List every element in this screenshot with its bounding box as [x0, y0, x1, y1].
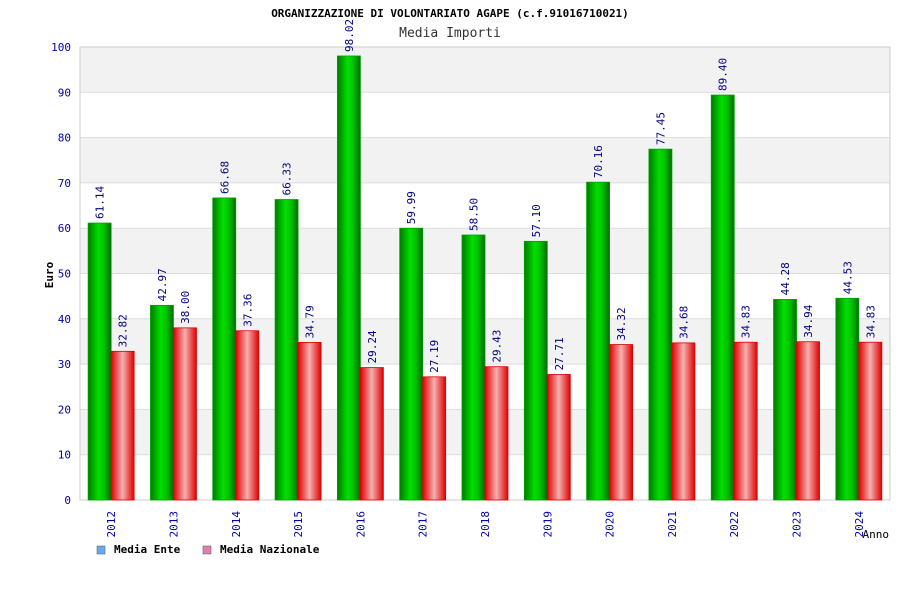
data-label: 61.14 — [94, 186, 107, 219]
data-label: 37.36 — [241, 294, 254, 327]
bar-media-ente — [336, 55, 361, 501]
bar-media-nazionale — [359, 367, 384, 501]
bar-media-ente — [710, 94, 735, 501]
legend-label-media-nazionale: Media Nazionale — [220, 543, 320, 556]
chart-subtitle: Media Importi — [399, 26, 501, 41]
x-tick-label: 2017 — [417, 511, 430, 538]
data-label: 32.82 — [117, 314, 130, 347]
y-tick-label: 70 — [58, 177, 71, 190]
bars: 61.14 42.97 66.68 66.33 98.02 59.99 58.50 57.10… — [87, 19, 883, 501]
y-tick-label: 10 — [58, 449, 71, 462]
y-tick-label: 30 — [58, 358, 71, 371]
bar-media-nazionale — [173, 327, 197, 501]
bar-media-nazionale — [671, 342, 696, 501]
data-label: 77.45 — [654, 112, 667, 145]
data-label: 27.19 — [428, 340, 441, 373]
x-tick-label: 2018 — [479, 511, 492, 538]
bar-media-ente — [586, 181, 611, 501]
legend-label-media-ente: Media Ente — [114, 543, 181, 556]
y-axis-label: Euro — [43, 261, 56, 288]
bar-media-nazionale — [422, 376, 447, 501]
bar-media-ente — [87, 222, 112, 501]
bar-media-ente — [773, 299, 797, 501]
bar-media-ente — [274, 199, 299, 501]
x-tick-label: 2021 — [666, 511, 679, 538]
data-label: 34.79 — [304, 305, 317, 338]
data-label: 34.68 — [677, 306, 690, 339]
y-tick-label: 60 — [58, 222, 71, 235]
data-label: 98.02 — [343, 19, 356, 52]
data-label: 34.83 — [740, 305, 753, 338]
data-label: 59.99 — [405, 191, 418, 224]
data-label: 70.16 — [592, 145, 605, 178]
x-axis: 2012 2013 2014 2015 2016 2017 2018 2019 2020 2021… — [105, 511, 866, 538]
y-tick-label: 50 — [58, 268, 71, 281]
bar-media-nazionale — [796, 341, 820, 501]
bar-media-ente — [212, 197, 237, 501]
bar-media-ente — [399, 227, 424, 501]
data-label: 29.24 — [366, 330, 379, 363]
data-label: 27.71 — [553, 337, 566, 370]
bar-media-nazionale — [297, 342, 322, 501]
x-tick-label: 2023 — [791, 511, 804, 538]
grid-band — [80, 182, 890, 229]
data-label: 29.43 — [491, 330, 504, 363]
data-label: 42.97 — [156, 268, 169, 301]
bar-media-nazionale — [484, 366, 509, 501]
data-label: 34.94 — [802, 304, 815, 337]
legend: Media Ente Media Nazionale — [96, 543, 320, 556]
y-tick-label: 0 — [64, 494, 71, 507]
grid-band — [80, 137, 890, 183]
data-label: 66.33 — [281, 162, 294, 195]
bar-media-nazionale — [733, 341, 758, 501]
x-tick-label: 2014 — [230, 511, 243, 538]
x-tick-label: 2024 — [853, 511, 866, 538]
bar-media-ente — [461, 234, 486, 501]
x-tick-label: 2020 — [604, 511, 617, 538]
x-axis-label: Anno — [863, 528, 890, 541]
x-tick-label: 2019 — [541, 511, 554, 538]
x-tick-label: 2012 — [105, 511, 118, 538]
data-label: 44.28 — [779, 262, 792, 295]
bar-media-nazionale — [235, 330, 260, 501]
legend-swatch-media-nazionale — [202, 545, 212, 555]
data-label: 34.83 — [864, 305, 877, 338]
y-tick-label: 100 — [51, 41, 71, 54]
chart-title: ORGANIZZAZIONE DI VOLONTARIATO AGAPE (c.… — [271, 7, 629, 20]
y-tick-label: 80 — [58, 132, 71, 145]
data-label: 58.50 — [468, 198, 481, 231]
data-label: 66.68 — [218, 161, 231, 194]
bar-media-ente — [150, 304, 174, 501]
data-label: 57.10 — [530, 204, 543, 237]
x-tick-label: 2016 — [354, 511, 367, 538]
data-label: 38.00 — [179, 291, 192, 324]
y-tick-label: 40 — [58, 313, 71, 326]
bar-media-ente — [648, 148, 673, 501]
data-label: 89.40 — [717, 58, 730, 91]
bar-media-nazionale — [110, 350, 135, 501]
x-tick-label: 2013 — [167, 511, 180, 538]
y-axis: 0 10 20 30 40 50 60 70 80 90 100 — [51, 41, 71, 507]
legend-swatch-media-ente — [96, 545, 106, 555]
grid-band — [80, 92, 890, 138]
bar-media-nazionale — [858, 341, 883, 501]
bar-media-nazionale — [546, 374, 571, 501]
data-label: 34.32 — [615, 307, 628, 340]
x-tick-label: 2022 — [728, 511, 741, 538]
bar-media-ente — [523, 240, 548, 501]
y-tick-label: 90 — [58, 86, 71, 99]
grid-band — [80, 47, 890, 93]
y-tick-label: 20 — [58, 403, 71, 416]
data-label: 44.53 — [841, 261, 854, 294]
bar-media-nazionale — [609, 344, 634, 501]
bar-media-ente — [835, 297, 860, 501]
x-tick-label: 2015 — [292, 511, 305, 538]
